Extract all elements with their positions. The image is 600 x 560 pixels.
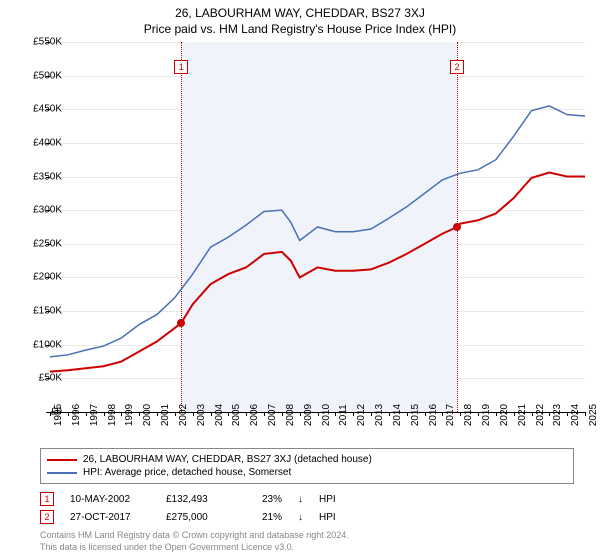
sale-row: 2 27-OCT-2017 £275,000 21% ↓ HPI — [40, 508, 336, 526]
x-tick-label: 2008 — [285, 404, 296, 426]
chart-container: 26, LABOURHAM WAY, CHEDDAR, BS27 3XJ Pri… — [0, 0, 600, 560]
chart-title: 26, LABOURHAM WAY, CHEDDAR, BS27 3XJ — [0, 0, 600, 20]
sale-date: 27-OCT-2017 — [70, 512, 150, 523]
sale-vs: HPI — [319, 512, 336, 523]
x-tick-label: 1995 — [53, 404, 64, 426]
x-tick-label: 1999 — [124, 404, 135, 426]
footer: Contains HM Land Registry data © Crown c… — [40, 530, 349, 553]
x-tick-label: 2009 — [303, 404, 314, 426]
sale-row: 1 10-MAY-2002 £132,493 23% ↓ HPI — [40, 490, 336, 508]
arrow-down-icon: ↓ — [298, 494, 303, 505]
sale-point-icon — [177, 319, 185, 327]
x-tick-label: 2012 — [356, 404, 367, 426]
legend-swatch — [47, 459, 77, 461]
x-tick-label: 2022 — [535, 404, 546, 426]
x-tick-label: 2025 — [588, 404, 599, 426]
legend-label: 26, LABOURHAM WAY, CHEDDAR, BS27 3XJ (de… — [83, 454, 372, 465]
x-tick-label: 2004 — [214, 404, 225, 426]
sale-pct: 23% — [262, 494, 282, 505]
x-tick-label: 2007 — [267, 404, 278, 426]
x-tick-label: 2023 — [552, 404, 563, 426]
x-tick-label: 1996 — [71, 404, 82, 426]
sale-marker-icon: 2 — [450, 60, 464, 74]
x-tick-label: 2003 — [196, 404, 207, 426]
sale-table: 1 10-MAY-2002 £132,493 23% ↓ HPI 2 27-OC… — [40, 490, 336, 526]
legend-label: HPI: Average price, detached house, Some… — [83, 467, 291, 478]
x-tick-label: 2010 — [321, 404, 332, 426]
footer-line: Contains HM Land Registry data © Crown c… — [40, 530, 349, 542]
x-tick-label: 2014 — [392, 404, 403, 426]
line-series — [50, 42, 585, 412]
chart-subtitle: Price paid vs. HM Land Registry's House … — [0, 20, 600, 40]
sale-price: £132,493 — [166, 494, 246, 505]
x-tick-label: 2016 — [428, 404, 439, 426]
x-tick-label: 2024 — [570, 404, 581, 426]
x-tick-label: 2011 — [338, 404, 349, 426]
arrow-down-icon: ↓ — [298, 512, 303, 523]
x-tick-label: 2006 — [249, 404, 260, 426]
sale-marker-icon: 1 — [174, 60, 188, 74]
sale-date: 10-MAY-2002 — [70, 494, 150, 505]
sale-vs: HPI — [319, 494, 336, 505]
legend-item: HPI: Average price, detached house, Some… — [47, 466, 567, 479]
x-tick-label: 2019 — [481, 404, 492, 426]
x-tick-label: 1998 — [107, 404, 118, 426]
x-tick-label: 2020 — [499, 404, 510, 426]
sale-marker-icon: 2 — [40, 510, 54, 524]
sale-pct: 21% — [262, 512, 282, 523]
x-tick-label: 2005 — [231, 404, 242, 426]
x-tick-label: 2017 — [445, 404, 456, 426]
footer-line: This data is licensed under the Open Gov… — [40, 542, 349, 554]
legend: 26, LABOURHAM WAY, CHEDDAR, BS27 3XJ (de… — [40, 448, 574, 484]
x-tick-label: 2018 — [463, 404, 474, 426]
legend-swatch — [47, 472, 77, 474]
x-tick-label: 2002 — [178, 404, 189, 426]
x-tick-label: 2000 — [142, 404, 153, 426]
legend-item: 26, LABOURHAM WAY, CHEDDAR, BS27 3XJ (de… — [47, 453, 567, 466]
x-tick-label: 2001 — [160, 404, 171, 426]
sale-point-icon — [453, 223, 461, 231]
x-tick-label: 2021 — [517, 404, 528, 426]
sale-marker-icon: 1 — [40, 492, 54, 506]
x-tick-label: 2013 — [374, 404, 385, 426]
x-tick-label: 1997 — [89, 404, 100, 426]
sale-price: £275,000 — [166, 512, 246, 523]
x-tick-label: 2015 — [410, 404, 421, 426]
